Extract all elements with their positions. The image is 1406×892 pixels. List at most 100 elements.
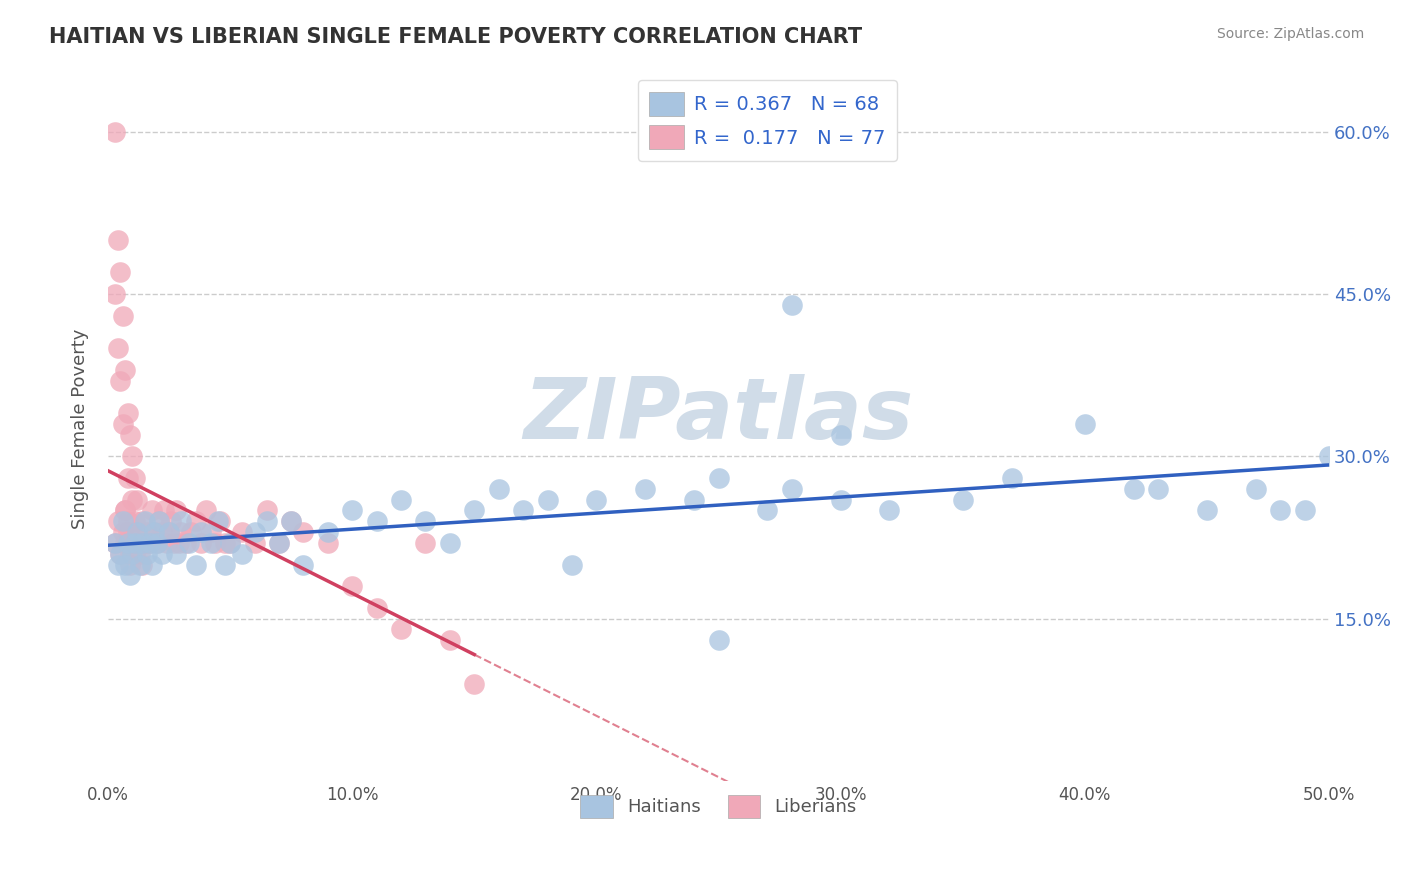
Point [114, 503, 136, 517]
Point [830, 492, 852, 507]
Point [128, 536, 150, 550]
Point [683, 492, 706, 507]
Point [127, 536, 149, 550]
Point [146, 536, 169, 550]
Point [138, 536, 160, 550]
Point [243, 536, 266, 550]
Point [114, 362, 136, 376]
Point [463, 503, 485, 517]
Text: ZIPatlas: ZIPatlas [523, 374, 914, 457]
Point [366, 600, 388, 615]
Point [146, 536, 169, 550]
Point [207, 514, 229, 528]
Point [104, 124, 127, 138]
Point [118, 524, 141, 539]
Point [128, 547, 150, 561]
Point [111, 524, 134, 539]
Point [121, 536, 143, 550]
Point [128, 558, 150, 572]
Point [512, 503, 534, 517]
Point [163, 536, 186, 550]
Point [316, 524, 339, 539]
Point [117, 471, 139, 485]
Point [107, 514, 129, 528]
Point [165, 503, 187, 517]
Point [136, 524, 159, 539]
Point [124, 471, 146, 485]
Point [256, 514, 278, 528]
Point [134, 536, 156, 550]
Point [114, 503, 136, 517]
Point [121, 547, 143, 561]
Point [114, 558, 136, 572]
Point [292, 558, 315, 572]
Point [214, 558, 236, 572]
Point [366, 514, 388, 528]
Point [177, 536, 200, 550]
Y-axis label: Single Female Poverty: Single Female Poverty [72, 329, 89, 530]
Point [488, 482, 510, 496]
Point [127, 524, 149, 539]
Point [153, 503, 176, 517]
Point [141, 503, 163, 517]
Point [111, 514, 134, 528]
Point [184, 558, 207, 572]
Point [131, 558, 153, 572]
Point [1294, 503, 1316, 517]
Point [118, 568, 141, 582]
Point [190, 536, 212, 550]
Point [117, 524, 139, 539]
Point [340, 503, 363, 517]
Point [165, 547, 187, 561]
Point [340, 579, 363, 593]
Point [118, 427, 141, 442]
Point [1147, 482, 1170, 496]
Point [108, 547, 131, 561]
Point [1270, 503, 1292, 517]
Point [127, 524, 149, 539]
Point [170, 514, 193, 528]
Text: HAITIAN VS LIBERIAN SINGLE FEMALE POVERTY CORRELATION CHART: HAITIAN VS LIBERIAN SINGLE FEMALE POVERT… [49, 27, 862, 46]
Point [121, 450, 143, 464]
Point [157, 524, 180, 539]
Point [267, 536, 290, 550]
Point [280, 514, 302, 528]
Point [127, 492, 149, 507]
Point [104, 536, 127, 550]
Point [292, 524, 315, 539]
Point [194, 503, 217, 517]
Point [536, 492, 558, 507]
Point [117, 536, 139, 550]
Point [707, 471, 730, 485]
Point [1195, 503, 1218, 517]
Point [150, 524, 173, 539]
Point [111, 417, 134, 431]
Point [118, 547, 141, 561]
Point [830, 427, 852, 442]
Point [104, 287, 127, 301]
Point [131, 514, 153, 528]
Point [108, 547, 131, 561]
Point [780, 298, 803, 312]
Point [160, 514, 183, 528]
Point [118, 558, 141, 572]
Point [148, 514, 170, 528]
Point [141, 558, 163, 572]
Point [138, 536, 160, 550]
Point [204, 536, 226, 550]
Point [707, 633, 730, 648]
Point [124, 536, 146, 550]
Point [439, 633, 461, 648]
Point [634, 482, 657, 496]
Point [107, 233, 129, 247]
Point [150, 547, 173, 561]
Point [231, 524, 253, 539]
Point [131, 536, 153, 550]
Point [170, 524, 193, 539]
Point [134, 536, 156, 550]
Point [439, 536, 461, 550]
Point [167, 536, 190, 550]
Point [124, 514, 146, 528]
Point [209, 514, 232, 528]
Point [1244, 482, 1267, 496]
